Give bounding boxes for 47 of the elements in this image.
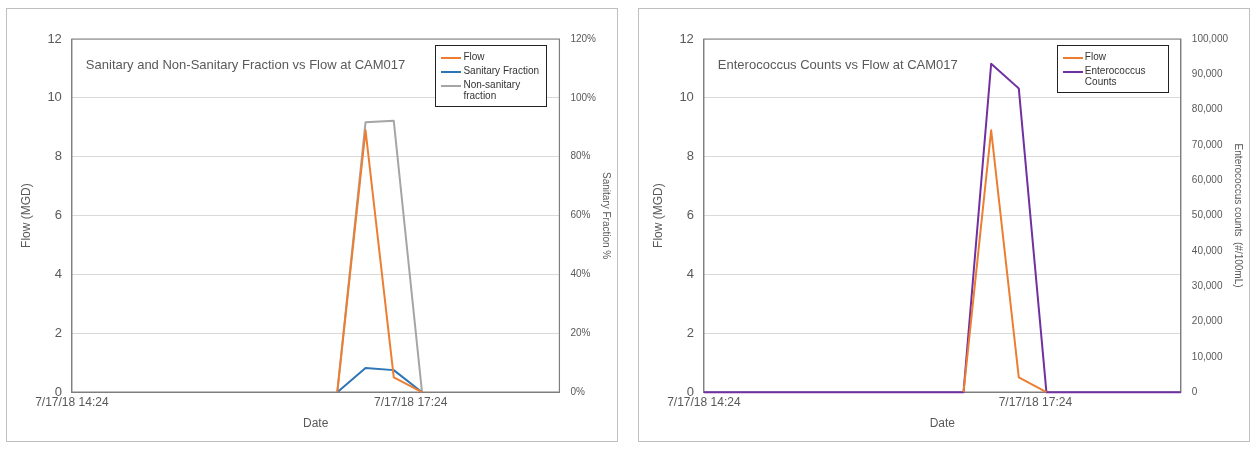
text: Enterococcus Counts vs Flow at CAM017	[717, 57, 958, 72]
y-tick-label: 12	[47, 30, 62, 46]
y2-tick-label: 40%	[570, 268, 591, 280]
legend-label: Enterococcus Counts	[1084, 65, 1147, 87]
y2-tick-label: 100,000	[1191, 32, 1229, 44]
x-tick-label: 7/17/18 14:24	[667, 394, 741, 409]
y-tick-label: 6	[686, 207, 694, 223]
y-tick-label: 10	[679, 89, 694, 105]
y-tick-label: 2	[686, 324, 694, 340]
y2-tick-label: 0	[1191, 385, 1198, 397]
legend-label: Non-sanitary fraction	[463, 79, 522, 101]
y-tick-label: 10	[47, 89, 62, 105]
y-tick-label: 4	[686, 266, 694, 282]
y2-tick-label: 120%	[570, 32, 597, 44]
y-axis-title: Flow (MGD)	[650, 183, 665, 248]
y-tick-label: 8	[54, 148, 62, 164]
x-tick-label: 7/17/18 14:24	[35, 394, 109, 409]
y2-tick-label: 20,000	[1191, 315, 1223, 327]
y2-tick-label: 60%	[570, 209, 591, 221]
y2-tick-label: 50,000	[1191, 209, 1223, 221]
y2-tick-label: 0%	[570, 385, 585, 397]
text: Sanitary and Non-Sanitary Fraction vs Flow at CAM017	[85, 57, 406, 72]
legend-label: Sanitary Fraction	[463, 65, 540, 76]
y-tick-label: 4	[54, 266, 62, 282]
y-axis-title: Flow (MGD)	[18, 183, 33, 248]
legend-label: Flow	[1084, 51, 1106, 62]
x-tick-label: 7/17/18 17:24	[998, 394, 1073, 409]
y2-axis-title: Sanitary Fraction %	[601, 171, 613, 260]
y2-tick-label: 60,000	[1191, 174, 1223, 186]
legend-label: Flow	[463, 51, 485, 62]
x-tick-label: 7/17/18 17:24	[374, 394, 448, 409]
y-tick-label: 2	[54, 324, 62, 340]
y2-tick-label: 30,000	[1191, 279, 1223, 291]
y2-tick-label: 80,000	[1191, 103, 1223, 115]
y-tick-label: 12	[679, 30, 694, 46]
y-tick-label: 6	[54, 207, 62, 223]
y2-tick-label: 10,000	[1191, 350, 1223, 362]
y2-tick-label: 70,000	[1191, 138, 1223, 150]
x-axis-title: Date	[929, 416, 956, 431]
x-axis-title: Date	[302, 416, 329, 431]
y2-tick-label: 20%	[570, 327, 591, 339]
y2-axis-title: Enterococcus counts (#/100mL)	[1233, 143, 1245, 288]
y2-tick-label: 40,000	[1191, 244, 1223, 256]
y2-tick-label: 100%	[570, 91, 597, 103]
y2-tick-label: 80%	[570, 150, 591, 162]
y-tick-label: 8	[686, 148, 694, 164]
y2-tick-label: 90,000	[1191, 68, 1223, 80]
